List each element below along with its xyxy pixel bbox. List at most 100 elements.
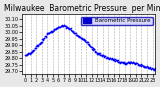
Point bbox=[127, 62, 130, 63]
Point bbox=[102, 54, 104, 56]
Point bbox=[81, 38, 84, 40]
Point bbox=[110, 58, 112, 60]
Point bbox=[74, 33, 77, 34]
Point bbox=[53, 30, 55, 31]
Point bbox=[37, 45, 39, 46]
Point bbox=[47, 32, 49, 34]
Point bbox=[156, 70, 158, 72]
Point bbox=[136, 63, 139, 64]
Point bbox=[127, 62, 129, 63]
Point bbox=[103, 56, 105, 58]
Point bbox=[148, 67, 151, 68]
Point bbox=[70, 29, 72, 31]
Point bbox=[139, 64, 142, 66]
Point bbox=[58, 26, 60, 28]
Point bbox=[125, 62, 128, 63]
Point bbox=[120, 62, 122, 63]
Point bbox=[114, 59, 116, 60]
Point bbox=[43, 37, 45, 38]
Point bbox=[121, 62, 124, 63]
Point bbox=[146, 68, 149, 69]
Point bbox=[68, 28, 71, 29]
Point bbox=[45, 35, 47, 36]
Point bbox=[38, 43, 40, 44]
Point bbox=[32, 50, 34, 52]
Point bbox=[70, 30, 73, 31]
Point bbox=[137, 64, 140, 66]
Point bbox=[48, 32, 51, 34]
Point bbox=[104, 56, 106, 57]
Title: Milwaukee  Barometric Pressure  per Minute: Milwaukee Barometric Pressure per Minute bbox=[4, 4, 160, 13]
Point bbox=[75, 34, 77, 35]
Point bbox=[57, 26, 60, 28]
Point bbox=[53, 29, 56, 30]
Point bbox=[81, 38, 84, 40]
Point bbox=[105, 57, 107, 58]
Point bbox=[71, 30, 73, 32]
Point bbox=[44, 36, 47, 37]
Point bbox=[90, 47, 93, 48]
Point bbox=[56, 26, 59, 27]
Point bbox=[121, 62, 123, 63]
Point bbox=[80, 38, 83, 39]
Point bbox=[24, 55, 26, 56]
Point bbox=[83, 39, 86, 41]
Point bbox=[69, 28, 72, 29]
Point bbox=[115, 59, 117, 61]
Point bbox=[103, 56, 106, 57]
Point bbox=[131, 62, 134, 63]
Point bbox=[94, 51, 96, 52]
Point bbox=[24, 55, 27, 56]
Point bbox=[152, 68, 154, 69]
Point bbox=[96, 52, 99, 54]
Point bbox=[126, 62, 129, 63]
Point bbox=[151, 67, 153, 69]
Point bbox=[34, 47, 37, 48]
Point bbox=[135, 62, 137, 64]
Point bbox=[119, 62, 122, 63]
Point bbox=[119, 62, 121, 63]
Point bbox=[44, 36, 46, 37]
Point bbox=[140, 65, 143, 66]
Point bbox=[63, 24, 66, 26]
Point bbox=[92, 49, 95, 50]
Point bbox=[27, 52, 30, 54]
Point bbox=[85, 41, 88, 43]
Point bbox=[42, 39, 45, 40]
Point bbox=[59, 25, 62, 27]
Point bbox=[61, 25, 64, 26]
Point bbox=[43, 37, 46, 39]
Point bbox=[117, 61, 120, 63]
Point bbox=[145, 66, 148, 68]
Point bbox=[49, 32, 51, 33]
Point bbox=[98, 54, 101, 55]
Point bbox=[100, 54, 102, 56]
Point bbox=[100, 54, 103, 55]
Point bbox=[82, 38, 84, 40]
Point bbox=[52, 30, 54, 31]
Point bbox=[104, 56, 107, 57]
Point bbox=[123, 61, 126, 62]
Point bbox=[79, 36, 81, 38]
Point bbox=[85, 41, 87, 43]
Point bbox=[105, 57, 108, 59]
Point bbox=[79, 37, 82, 39]
Point bbox=[108, 58, 111, 59]
Point bbox=[66, 26, 68, 28]
Point bbox=[32, 49, 35, 51]
Point bbox=[146, 65, 148, 67]
Point bbox=[131, 62, 133, 64]
Point bbox=[41, 39, 44, 40]
Point bbox=[89, 46, 91, 47]
Point bbox=[108, 57, 110, 59]
Point bbox=[36, 45, 39, 46]
Point bbox=[26, 54, 29, 55]
Point bbox=[88, 44, 90, 45]
Point bbox=[39, 42, 42, 43]
Point bbox=[141, 65, 143, 66]
Point bbox=[62, 25, 65, 27]
Point bbox=[40, 41, 43, 42]
Point bbox=[112, 59, 115, 61]
Point bbox=[109, 58, 111, 59]
Point bbox=[73, 32, 75, 33]
